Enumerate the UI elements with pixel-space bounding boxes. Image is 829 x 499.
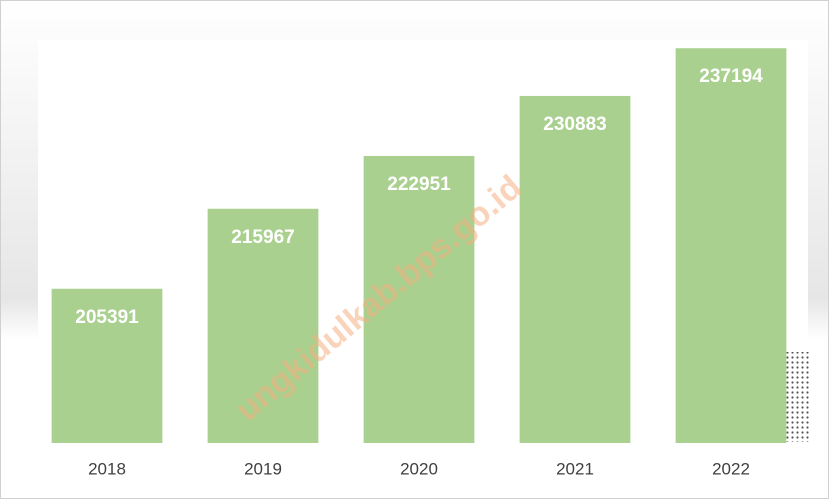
x-tick-label: 2022	[712, 459, 750, 478]
bar	[363, 155, 475, 443]
data-label: 237194	[699, 66, 763, 87]
data-label: 230883	[543, 114, 606, 135]
data-label: 205391	[75, 307, 139, 328]
bar	[51, 288, 163, 443]
x-tick-label: 2021	[556, 459, 594, 478]
decoration	[784, 352, 810, 442]
bar	[675, 48, 787, 443]
bar	[519, 95, 631, 443]
x-tick-label: 2020	[400, 459, 438, 478]
data-label: 222951	[387, 174, 451, 195]
x-tick-label: 2019	[244, 459, 282, 478]
data-label: 215967	[231, 227, 294, 248]
x-tick-label: 2018	[88, 459, 126, 478]
bar	[207, 208, 319, 443]
